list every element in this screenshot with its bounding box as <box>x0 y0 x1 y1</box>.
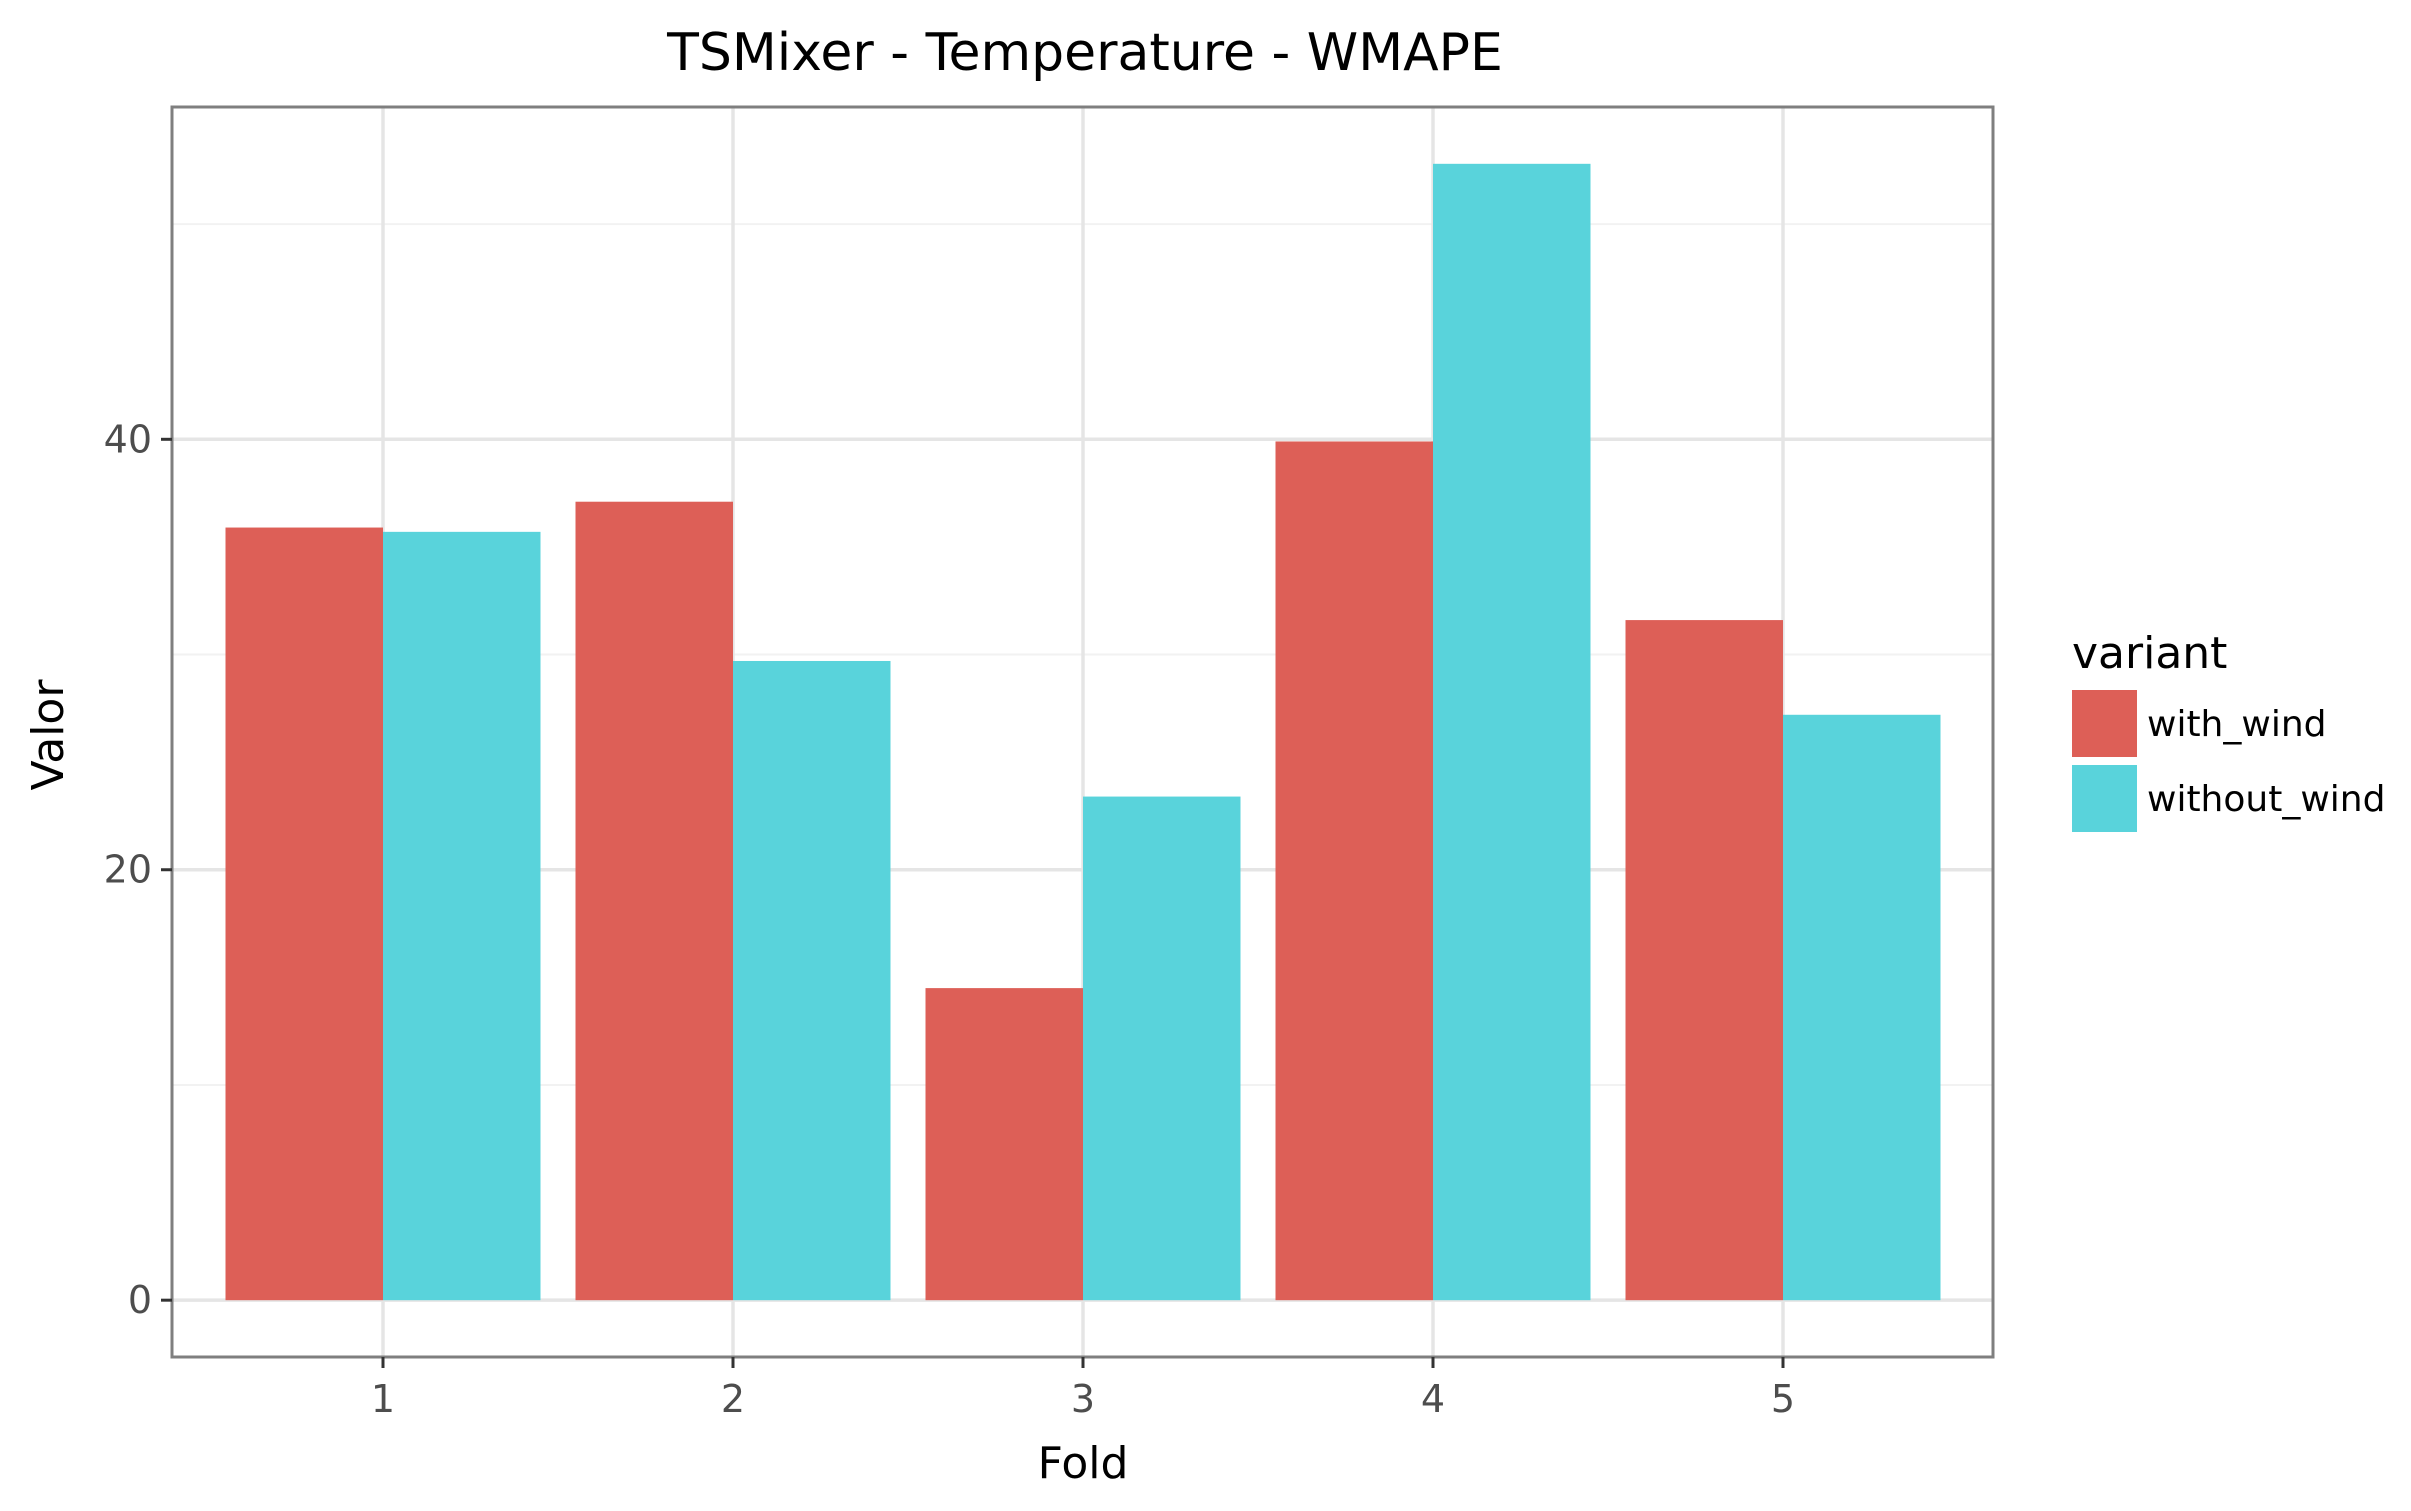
bar-with_wind-fold-2 <box>575 501 733 1301</box>
bar-without_wind-fold-4 <box>1433 163 1591 1301</box>
bar-without_wind-fold-2 <box>733 660 891 1301</box>
legend-label-without_wind: without_wind <box>2147 779 2385 820</box>
x-tick-label: 5 <box>1771 1377 1795 1421</box>
bar-with_wind-fold-4 <box>1275 441 1433 1301</box>
legend-title: variant <box>2072 628 2227 679</box>
legend: variant with_wind without_wind <box>2072 628 2385 832</box>
y-axis: 0 20 40 <box>104 417 172 1322</box>
bar-without_wind-fold-5 <box>1783 714 1941 1301</box>
x-tick-label: 4 <box>1421 1377 1445 1421</box>
x-axis: 1 2 3 4 5 <box>371 1357 1795 1421</box>
bar-with_wind-fold-1 <box>225 527 383 1301</box>
x-axis-title: Fold <box>1038 1438 1129 1489</box>
legend-key-without_wind <box>2072 765 2137 832</box>
y-axis-title: Valor <box>23 679 74 791</box>
plot-panel <box>170 105 1995 1359</box>
legend-key-with_wind <box>2072 690 2137 757</box>
legend-label-with_wind: with_wind <box>2147 704 2327 745</box>
y-tick-label: 0 <box>128 1278 152 1322</box>
bar-with_wind-fold-3 <box>925 988 1083 1301</box>
x-tick-label: 3 <box>1071 1377 1095 1421</box>
bar-without_wind-fold-3 <box>1083 796 1241 1301</box>
bar-without_wind-fold-1 <box>383 531 541 1301</box>
y-tick-label: 20 <box>104 848 152 892</box>
bars <box>225 163 1941 1301</box>
x-tick-label: 1 <box>371 1377 395 1421</box>
chart-title: TSMixer - Temperature - WMAPE <box>666 23 1503 83</box>
bar-with_wind-fold-5 <box>1625 620 1783 1301</box>
y-tick-label: 40 <box>104 417 152 461</box>
x-tick-label: 2 <box>721 1377 745 1421</box>
